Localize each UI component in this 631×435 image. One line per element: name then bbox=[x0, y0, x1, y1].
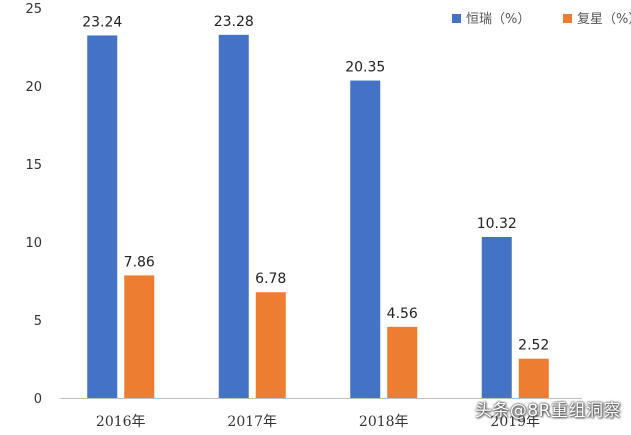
data-label: 4.56 bbox=[387, 306, 418, 322]
legend: 恒瑞（%） 复星（%） bbox=[452, 12, 631, 27]
x-tick-label: 2018年 bbox=[359, 414, 409, 430]
legend-label: 复星（%） bbox=[577, 12, 631, 27]
bars bbox=[87, 34, 549, 399]
value-labels: 23.24 7.86 23.28 6.78 20.35 4.56 10.32 2.52 bbox=[82, 14, 549, 354]
watermark: 头条@8R重组洞察 bbox=[474, 401, 621, 421]
bar bbox=[124, 275, 155, 398]
y-tick-label: 5 bbox=[34, 314, 42, 329]
y-tick-label: 20 bbox=[25, 80, 42, 95]
data-label: 10.32 bbox=[477, 216, 517, 232]
y-axis: 0 5 10 15 20 25 bbox=[25, 2, 42, 407]
x-tick-label: 2016年 bbox=[96, 414, 146, 430]
data-label: 2.52 bbox=[518, 338, 549, 354]
bar bbox=[87, 35, 118, 399]
x-tick-label: 2017年 bbox=[227, 414, 277, 430]
data-label: 23.28 bbox=[214, 14, 254, 30]
legend-label: 恒瑞（%） bbox=[466, 12, 530, 27]
y-tick-label: 0 bbox=[34, 392, 42, 407]
legend-swatch bbox=[452, 14, 461, 23]
data-label: 23.24 bbox=[82, 14, 122, 30]
bar bbox=[481, 237, 512, 398]
y-tick-label: 10 bbox=[25, 236, 42, 251]
data-label: 6.78 bbox=[255, 271, 286, 287]
y-tick-label: 25 bbox=[25, 2, 42, 17]
x-tick-label: 2019年 bbox=[490, 414, 540, 430]
data-label: 20.35 bbox=[345, 60, 385, 76]
bar bbox=[387, 326, 418, 398]
x-axis: 2016年 2017年 2018年 2019年 bbox=[60, 398, 582, 430]
bar bbox=[518, 358, 549, 398]
legend-swatch bbox=[563, 14, 572, 23]
bar bbox=[255, 292, 286, 398]
bar bbox=[218, 34, 249, 398]
data-label: 7.86 bbox=[124, 254, 155, 270]
bar bbox=[350, 80, 381, 398]
y-tick-label: 15 bbox=[25, 158, 42, 173]
